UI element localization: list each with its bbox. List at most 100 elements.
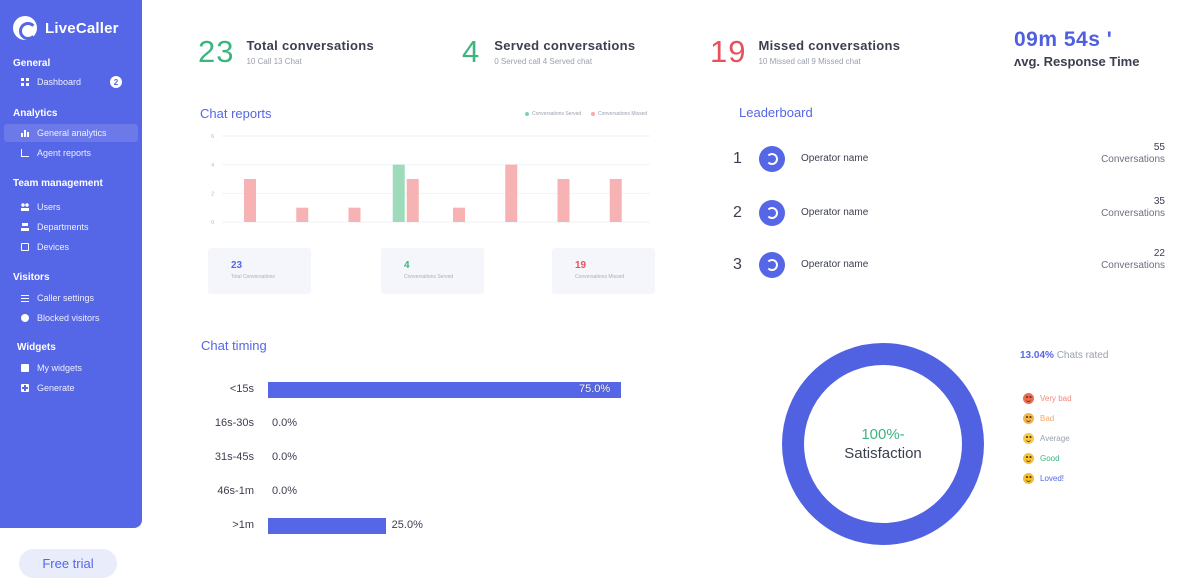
leaderboard-count: 55 Conversations bbox=[1101, 142, 1165, 166]
sidebar-item-my-widgets[interactable]: My widgets bbox=[4, 359, 138, 377]
timing-row-value: 0.0% bbox=[272, 485, 298, 497]
operator-name: Operator name bbox=[801, 259, 869, 270]
stat-subtitle: 10 Missed call 9 Missed chat bbox=[758, 57, 861, 66]
sidebar-item-blocked-visitors[interactable]: Blocked visitors bbox=[4, 309, 138, 327]
bar-missed[interactable] bbox=[453, 207, 465, 222]
rating-label: Very bad bbox=[1040, 394, 1072, 403]
bar-served[interactable] bbox=[392, 164, 405, 222]
emoji-face-icon bbox=[1023, 413, 1034, 424]
stat-value: 23 bbox=[198, 34, 235, 69]
operator-name: Operator name bbox=[801, 153, 869, 164]
summary-card-value: 4 bbox=[404, 260, 410, 271]
stat-title: Missed conversations bbox=[758, 38, 901, 53]
app-name: LiveCaller bbox=[45, 19, 119, 37]
summary-card-value: 23 bbox=[231, 260, 243, 271]
summary-card-value: 19 bbox=[575, 260, 587, 271]
sidebar-item-label: Caller settings bbox=[37, 293, 95, 303]
timing-row-label: 46s-1m bbox=[217, 485, 254, 497]
sidebar-item-generate[interactable]: Generate bbox=[4, 379, 138, 397]
leaderboard-row[interactable]: 1 Operator name 55 Conversations bbox=[733, 142, 1165, 176]
users-icon bbox=[21, 203, 29, 211]
stat-title: Total conversations bbox=[246, 38, 375, 53]
response-time-label: ʌvg. Response Time bbox=[1014, 54, 1140, 69]
y-tick-label: 6 bbox=[211, 134, 214, 140]
sidebar-item-devices[interactable]: Devices bbox=[4, 238, 138, 256]
response-time-value: 09m 54s ' bbox=[1014, 28, 1113, 51]
stat-value: 4 bbox=[462, 34, 481, 69]
operator-name: Operator name bbox=[801, 207, 869, 218]
sidebar-item-label: General analytics bbox=[37, 128, 107, 138]
timing-row-label: 31s-45s bbox=[214, 451, 254, 463]
stat-missed-conversations: 19 Missed conversations 10 Missed call 9… bbox=[710, 34, 900, 70]
departments-icon bbox=[21, 223, 29, 231]
leaderboard-count: 35 Conversations bbox=[1101, 196, 1165, 220]
satisfaction-label: Satisfaction bbox=[844, 445, 922, 462]
leaderboard-rank: 1 bbox=[733, 150, 742, 167]
stat-subtitle: 10 Call 13 Chat bbox=[246, 57, 302, 66]
leaderboard-row[interactable]: 2 Operator name 35 Conversations bbox=[733, 196, 1165, 230]
chats-rated-percent: 13.04% bbox=[1020, 350, 1054, 361]
legend-served[interactable]: Conversations Served bbox=[525, 111, 581, 117]
leaderboard-title: Leaderboard bbox=[739, 105, 813, 120]
satisfaction-donut: 100%- Satisfaction bbox=[782, 343, 984, 545]
bar-missed[interactable] bbox=[557, 179, 570, 222]
nav-section-analytics: Analytics bbox=[13, 108, 58, 119]
timing-row-value: 0.0% bbox=[272, 417, 298, 429]
sidebar: LiveCaller General Dashboard 2 Analytics… bbox=[0, 0, 142, 528]
sidebar-item-users[interactable]: Users bbox=[4, 198, 138, 216]
rating-label: Bad bbox=[1040, 414, 1055, 423]
sidebar-item-caller-settings[interactable]: Caller settings bbox=[4, 289, 138, 307]
operator-avatar-icon bbox=[759, 252, 785, 278]
timing-row-label: <15s bbox=[229, 383, 254, 395]
caller-settings-icon bbox=[21, 294, 29, 302]
conversation-unit: Conversations bbox=[1101, 260, 1165, 271]
timing-row-label: 16s-30s bbox=[214, 417, 254, 429]
generate-icon bbox=[21, 384, 29, 392]
sidebar-item-general-analytics[interactable]: General analytics bbox=[4, 124, 138, 142]
legend-missed[interactable]: Conversations Missed bbox=[591, 111, 647, 117]
emoji-face-icon bbox=[1023, 453, 1034, 464]
logo[interactable]: LiveCaller bbox=[13, 16, 119, 40]
leaderboard-row[interactable]: 3 Operator name 22 Conversations bbox=[733, 248, 1165, 282]
legend-served-swatch bbox=[525, 112, 529, 116]
sidebar-item-dashboard[interactable]: Dashboard 2 bbox=[4, 73, 138, 91]
rating-item: Loved! bbox=[1023, 473, 1064, 484]
y-tick-label: 4 bbox=[211, 163, 214, 169]
nav-section-widgets: Widgets bbox=[17, 342, 56, 353]
rating-item: Good bbox=[1023, 453, 1060, 464]
summary-card-missed: 19 Conversations Missed bbox=[552, 248, 655, 294]
chats-rated-label: Chats rated bbox=[1056, 350, 1109, 361]
analytics-icon bbox=[21, 129, 29, 137]
nav-section-general: General bbox=[13, 58, 51, 69]
emoji-face-icon bbox=[1023, 473, 1034, 484]
chat-timing-title: Chat timing bbox=[201, 338, 267, 353]
summary-card-label: Conversations Served bbox=[404, 274, 454, 280]
stat-value: 19 bbox=[710, 34, 747, 69]
operator-avatar-icon bbox=[759, 200, 785, 226]
bar-missed[interactable] bbox=[609, 179, 622, 222]
sidebar-item-label: Users bbox=[37, 202, 61, 212]
emoji-face-icon bbox=[1023, 393, 1034, 404]
conversation-unit: Conversations bbox=[1101, 154, 1165, 165]
free-trial-button[interactable]: Free trial bbox=[19, 549, 117, 578]
sidebar-item-label: Departments bbox=[37, 222, 89, 232]
bar-missed[interactable] bbox=[296, 207, 309, 222]
bar-missed[interactable] bbox=[505, 164, 518, 222]
sidebar-item-label: Blocked visitors bbox=[37, 313, 100, 323]
sidebar-item-departments[interactable]: Departments bbox=[4, 218, 138, 236]
timing-bar bbox=[268, 382, 621, 398]
y-tick-label: 2 bbox=[211, 191, 214, 197]
timing-row-value: 0.0% bbox=[272, 451, 298, 463]
timing-bar bbox=[268, 518, 386, 534]
rating-label: Loved! bbox=[1040, 474, 1065, 483]
bar-missed[interactable] bbox=[406, 179, 419, 222]
sidebar-item-label: Devices bbox=[37, 242, 70, 252]
rating-item: Very bad bbox=[1023, 393, 1072, 404]
timing-row-value: 75.0% bbox=[579, 383, 611, 395]
rating-label: Good bbox=[1040, 454, 1060, 463]
summary-card-served: 4 Conversations Served bbox=[381, 248, 484, 294]
bar-missed[interactable] bbox=[348, 207, 361, 222]
bar-missed[interactable] bbox=[244, 179, 256, 222]
summary-card-label: Total Conversations bbox=[231, 274, 275, 280]
sidebar-item-agent-reports[interactable]: Agent reports bbox=[4, 144, 138, 162]
